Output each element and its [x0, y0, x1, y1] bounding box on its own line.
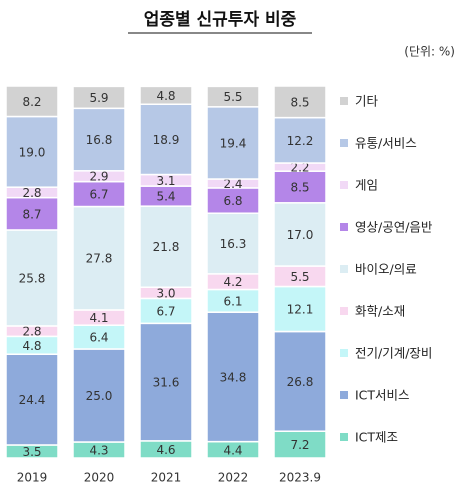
bar-segment [206, 187, 260, 214]
bar-segment [72, 85, 126, 110]
bar-segment [5, 85, 59, 118]
bar-segment [206, 106, 260, 180]
x-tick-label: 2019 [17, 471, 48, 485]
value-label: 4.2 [223, 275, 242, 289]
legend-marker [340, 349, 348, 357]
legend-label: 유통/서비스 [355, 136, 417, 151]
bar-segment [5, 353, 59, 446]
value-label: 5.5 [223, 90, 242, 104]
value-label: 3.0 [156, 286, 175, 300]
bar-segment [206, 311, 260, 443]
legend-marker [340, 265, 348, 273]
bar-segment [5, 115, 59, 188]
value-label: 4.1 [89, 311, 108, 325]
value-label: 8.5 [290, 180, 309, 194]
bar-segment [72, 107, 126, 172]
value-label: 8.7 [22, 207, 41, 221]
value-label: 16.8 [86, 133, 113, 147]
value-label: 12.1 [287, 303, 314, 317]
value-label: 3.1 [156, 174, 175, 188]
legend-label: 영상/공연/음반 [355, 220, 433, 235]
legend-label: ICT제조 [355, 430, 398, 445]
legend-marker [340, 139, 348, 147]
x-tick-label: 2022 [218, 471, 249, 485]
value-label: 16.3 [220, 237, 247, 251]
value-label: 2.2 [290, 161, 309, 175]
legend-marker [340, 307, 348, 315]
bar-segment [139, 85, 193, 105]
x-tick-label: 2023.9 [279, 471, 321, 485]
legend-label: 바이오/의료 [355, 262, 417, 277]
value-label: 2.9 [89, 170, 108, 184]
value-label: 25.8 [19, 271, 46, 285]
value-label: 21.8 [153, 240, 180, 254]
bar-segment [5, 229, 59, 327]
value-label: 4.4 [223, 443, 242, 457]
value-label: 6.4 [89, 331, 108, 345]
value-label: 6.1 [223, 294, 242, 308]
bar-segment [139, 103, 193, 176]
value-label: 18.9 [153, 133, 180, 147]
value-label: 6.7 [89, 188, 108, 202]
legend-label: 전기/기계/장비 [355, 346, 432, 361]
legend-marker [340, 181, 348, 189]
value-label: 4.6 [156, 443, 175, 457]
bar-segment [206, 212, 260, 275]
legend-label: 기타 [355, 94, 379, 109]
value-label: 3.5 [22, 445, 41, 459]
bar-segment [206, 85, 260, 108]
legend-marker [340, 433, 348, 441]
bar-segment [139, 205, 193, 289]
value-label: 7.2 [290, 438, 309, 452]
value-label: 12.2 [287, 134, 314, 148]
value-label: 31.6 [153, 376, 180, 390]
legend-marker [340, 391, 348, 399]
value-label: 19.0 [19, 145, 46, 159]
x-tick-label: 2020 [84, 471, 115, 485]
value-label: 26.8 [287, 375, 314, 389]
bar-segment [273, 116, 327, 164]
value-label: 2.8 [22, 186, 41, 200]
value-label: 5.5 [290, 270, 309, 284]
unit-label: (단위: %) [404, 45, 455, 59]
value-label: 6.8 [223, 194, 242, 208]
bar-segment [139, 322, 193, 442]
value-label: 24.4 [19, 393, 46, 407]
value-label: 4.3 [89, 444, 108, 458]
value-label: 2.4 [223, 177, 242, 191]
value-label: 8.5 [290, 95, 309, 109]
chart-title: 업종별 신규투자 비중 [144, 10, 297, 30]
bar-segment [273, 85, 327, 119]
value-label: 25.0 [86, 389, 113, 403]
value-label: 17.0 [287, 228, 314, 242]
value-label: 19.4 [220, 136, 247, 150]
legend-marker [340, 97, 348, 105]
legend-marker [340, 223, 348, 231]
value-label: 34.8 [220, 370, 247, 384]
value-label: 4.8 [156, 89, 175, 103]
x-tick-label: 2021 [151, 471, 182, 485]
legend-label: 게임 [355, 178, 378, 193]
legend-label: ICT서비스 [355, 388, 410, 403]
value-label: 27.8 [86, 252, 113, 266]
legend-label: 화학/소재 [355, 304, 405, 319]
bar-segment [72, 205, 126, 311]
value-label: 6.7 [156, 304, 175, 318]
value-label: 8.2 [22, 95, 41, 109]
value-label: 5.4 [156, 190, 175, 204]
value-label: 4.8 [22, 339, 41, 353]
value-label: 5.9 [89, 91, 108, 105]
bar-segment [139, 297, 193, 325]
bar-segment [273, 330, 327, 432]
value-label: 2.8 [22, 325, 41, 339]
